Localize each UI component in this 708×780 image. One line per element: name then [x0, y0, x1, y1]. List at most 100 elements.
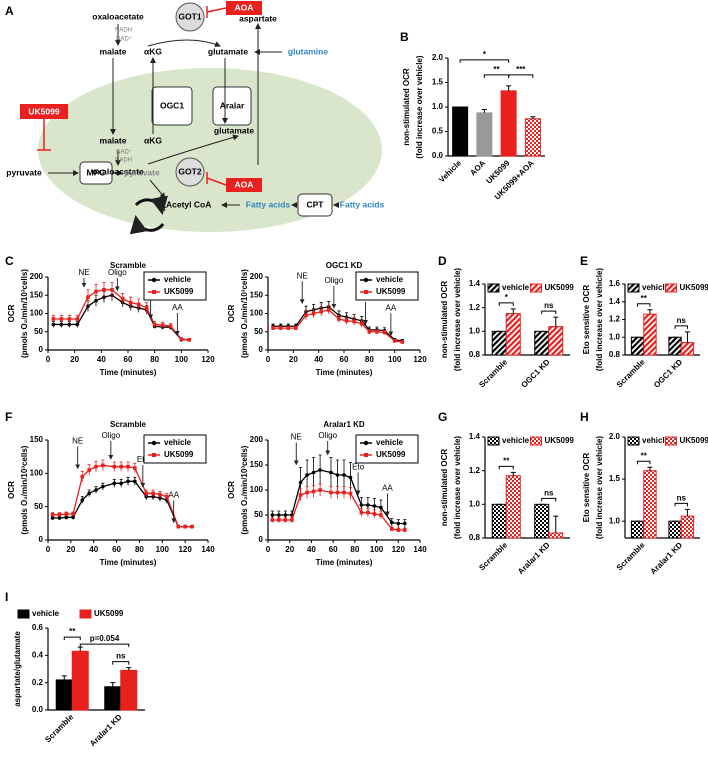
- legend-swatch: [487, 283, 500, 293]
- panel-label: A: [5, 4, 14, 18]
- significance-bracket: [508, 74, 534, 78]
- x-tick-label: 80: [135, 545, 144, 554]
- data-point: [128, 300, 133, 305]
- metabolite: pyruvate: [124, 167, 160, 177]
- data-point: [372, 504, 377, 508]
- legend-marker: [152, 290, 156, 294]
- legend-box: [355, 434, 419, 464]
- y-tick-label: 50: [34, 327, 43, 336]
- legend-label: vehicle: [164, 275, 192, 284]
- transporter: CPT: [307, 199, 325, 209]
- x-tick-label: Aralar1 KD: [516, 540, 552, 576]
- injection-label: AA: [168, 490, 179, 499]
- metabolite: glutamate: [208, 46, 248, 56]
- data-point: [160, 323, 165, 327]
- data-point: [165, 494, 169, 499]
- error-bar: [126, 667, 132, 671]
- x-tick-label: 20: [289, 355, 298, 364]
- y-tick-label: 0: [259, 535, 264, 544]
- data-point: [352, 319, 356, 324]
- data-point: [283, 513, 288, 517]
- data-point: [190, 524, 194, 529]
- significance-bracket: [674, 502, 688, 507]
- legend-marker: [151, 440, 157, 446]
- error-bar: [110, 682, 116, 687]
- y-tick-label: 200: [250, 435, 264, 444]
- y-tick-label: 100: [250, 485, 264, 494]
- x-tick-label: 60: [112, 545, 121, 554]
- y-axis-label: (fold increase over vehicle): [453, 268, 462, 371]
- x-tick-label: 0: [46, 355, 51, 364]
- error-bar: [553, 515, 559, 533]
- y-tick-label: 0: [259, 345, 264, 354]
- injection-label: Oligo: [318, 431, 337, 440]
- legend-label: vehicle: [642, 436, 670, 445]
- data-point: [348, 475, 353, 480]
- injection-label: NE: [297, 271, 308, 280]
- significance-bracket: [498, 465, 514, 470]
- data-point: [151, 491, 155, 496]
- data-point: [144, 494, 149, 499]
- y-tick-label: 1.6: [609, 279, 621, 288]
- significance-bracket: [541, 310, 557, 315]
- x-tick-label: Scramble: [43, 712, 75, 744]
- error-bar: [647, 466, 653, 471]
- cofactor: NAD⁺: [116, 149, 132, 156]
- significance-label: ns: [544, 488, 554, 497]
- data-point: [183, 524, 187, 529]
- x-tick-label: 60: [124, 355, 133, 364]
- legend-swatch: [17, 609, 30, 619]
- y-tick-label: 2.0: [609, 432, 621, 441]
- panel-label: F: [5, 410, 12, 424]
- metabolite: Fatty acids: [340, 199, 385, 209]
- bar: [548, 326, 564, 356]
- inhibitor-box: [226, 178, 262, 192]
- legend-label: vehicle: [376, 275, 404, 284]
- error-bar: [684, 508, 690, 517]
- data-point: [110, 287, 114, 292]
- legend-label: UK5099: [545, 283, 575, 292]
- legend-marker: [152, 453, 156, 457]
- metabolite: Acetyl CoA: [166, 199, 211, 209]
- data-point: [126, 464, 130, 469]
- data-point: [144, 491, 149, 496]
- y-axis-label: OCR: [227, 304, 236, 322]
- x-tick-label: OGC1 KD: [652, 357, 684, 389]
- legend-marker: [151, 277, 157, 283]
- error-bar: [510, 471, 516, 476]
- significance-bracket: [459, 59, 510, 63]
- significance-label: **: [503, 456, 510, 465]
- x-tick-label: 0: [266, 355, 271, 364]
- error-bar: [647, 309, 653, 315]
- data-point: [270, 518, 275, 522]
- legend-swatch: [79, 609, 92, 619]
- bar: [643, 313, 657, 356]
- inhibitor-box: [20, 104, 68, 119]
- legend-swatch: [665, 283, 677, 293]
- panel-label: C: [5, 254, 14, 268]
- metabolite: glutamate: [214, 125, 254, 135]
- data-point: [271, 326, 275, 330]
- panel-label: H: [580, 410, 589, 424]
- data-point: [75, 322, 80, 327]
- data-point: [337, 317, 341, 321]
- y-tick-label: 0.6: [32, 623, 44, 632]
- legend-swatch: [487, 436, 500, 446]
- significance-bracket: [79, 643, 130, 648]
- x-tick-label: 0: [266, 545, 271, 554]
- metabolite: pyruvate: [6, 167, 42, 177]
- x-tick-label: 80: [150, 355, 159, 364]
- y-tick-label: 1.4: [469, 432, 481, 441]
- x-axis-label: Time (minutes): [316, 558, 373, 567]
- data-point: [86, 295, 90, 299]
- x-tick-label: 100: [156, 545, 170, 554]
- data-point: [329, 490, 333, 495]
- significance-label: ns: [116, 652, 126, 661]
- series-line: [273, 306, 403, 342]
- data-point: [342, 473, 346, 477]
- injection-label: AA: [382, 484, 393, 493]
- x-tick-label: 120: [392, 545, 406, 554]
- significance-bracket: [541, 497, 557, 502]
- y-tick-label: 1.2: [469, 303, 481, 312]
